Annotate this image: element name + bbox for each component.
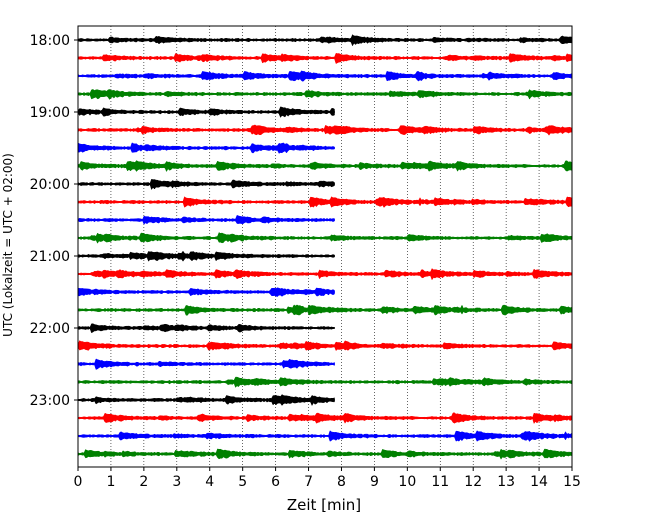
x-tick-label: 6: [271, 474, 280, 490]
x-tick-label: 15: [563, 474, 581, 490]
trace-waveform: [77, 358, 335, 370]
trace-waveform: [77, 323, 335, 334]
trace-row-1900: [77, 106, 335, 118]
x-tick-label: 14: [530, 474, 548, 490]
x-tick-label: 11: [431, 474, 449, 490]
y-tick-label: 18:00: [30, 33, 70, 49]
trace-row-1800: [77, 34, 572, 47]
x-tick-label: 5: [238, 474, 247, 490]
trace-row-2245: [77, 376, 572, 388]
trace-waveform: [77, 448, 572, 460]
y-tick-label: 23:00: [30, 393, 70, 409]
trace-waveform: [77, 142, 335, 154]
trace-rows: [77, 34, 572, 460]
trace-waveform: [77, 178, 335, 191]
trace-waveform: [77, 196, 572, 208]
x-tick-label: 8: [337, 474, 346, 490]
trace-waveform: [77, 376, 572, 388]
x-tick-label: 12: [464, 474, 482, 490]
x-tick-label: 0: [74, 474, 83, 490]
trace-waveform: [77, 304, 572, 316]
trace-row-2315: [77, 412, 572, 425]
y-tick-label: 19:00: [30, 105, 70, 121]
x-axis-label: Zeit [min]: [287, 496, 361, 514]
trace-row-2215: [77, 340, 572, 352]
x-tick-label: 7: [304, 474, 313, 490]
trace-waveform: [77, 232, 572, 244]
trace-waveform: [77, 412, 572, 425]
trace-row-2330: [77, 430, 572, 442]
x-tick-label: 13: [497, 474, 515, 490]
x-tick-label: 4: [205, 474, 214, 490]
trace-waveform: [77, 106, 335, 118]
trace-waveform: [77, 124, 572, 136]
trace-waveform: [77, 214, 335, 225]
x-tick-label: 10: [398, 474, 416, 490]
y-axis-label: UTC (Lokalzeit = UTC + 02:00): [1, 153, 15, 337]
x-tick-label: 2: [139, 474, 148, 490]
trace-row-2300: [77, 394, 335, 407]
trace-row-2000: [77, 178, 335, 191]
trace-row-2045: [77, 232, 572, 244]
trace-waveform: [77, 53, 572, 64]
trace-waveform: [77, 160, 572, 173]
trace-row-1915: [77, 124, 572, 136]
trace-waveform: [77, 70, 572, 82]
trace-row-2115: [77, 268, 572, 281]
trace-row-1845: [77, 89, 572, 100]
trace-waveform: [77, 250, 335, 262]
trace-row-2230: [77, 358, 335, 370]
trace-row-2130: [77, 287, 335, 297]
x-tick-label: 1: [106, 474, 115, 490]
trace-row-1945: [77, 160, 572, 173]
trace-row-1830: [77, 70, 572, 82]
trace-row-2200: [77, 323, 335, 334]
trace-waveform: [77, 430, 572, 442]
trace-waveform: [77, 394, 335, 407]
trace-row-2015: [77, 196, 572, 208]
trace-row-2030: [77, 214, 335, 225]
x-tick-label: 3: [172, 474, 181, 490]
trace-row-2345: [77, 448, 572, 460]
trace-row-2100: [77, 250, 335, 262]
trace-row-1930: [77, 142, 335, 154]
x-axis-ticks: 0 1 2 3 4 5 6 7 8 9 10 11 12 13 14 15: [74, 467, 581, 490]
y-tick-label: 21:00: [30, 249, 70, 265]
trace-waveform: [77, 89, 572, 100]
trace-waveform: [77, 34, 572, 47]
trace-waveform: [77, 268, 572, 281]
trace-row-1815: [77, 53, 572, 64]
trace-waveform: [77, 340, 572, 352]
trace-row-2145: [77, 304, 572, 316]
plot-frame: [77, 25, 573, 468]
y-tick-label: 22:00: [30, 321, 70, 337]
y-tick-label: 20:00: [30, 177, 70, 193]
trace-waveform: [77, 287, 335, 297]
y-axis-ticks: 18:00 19:00 20:00 21:00 22:00 23:00: [30, 33, 78, 409]
x-tick-label: 9: [370, 474, 379, 490]
